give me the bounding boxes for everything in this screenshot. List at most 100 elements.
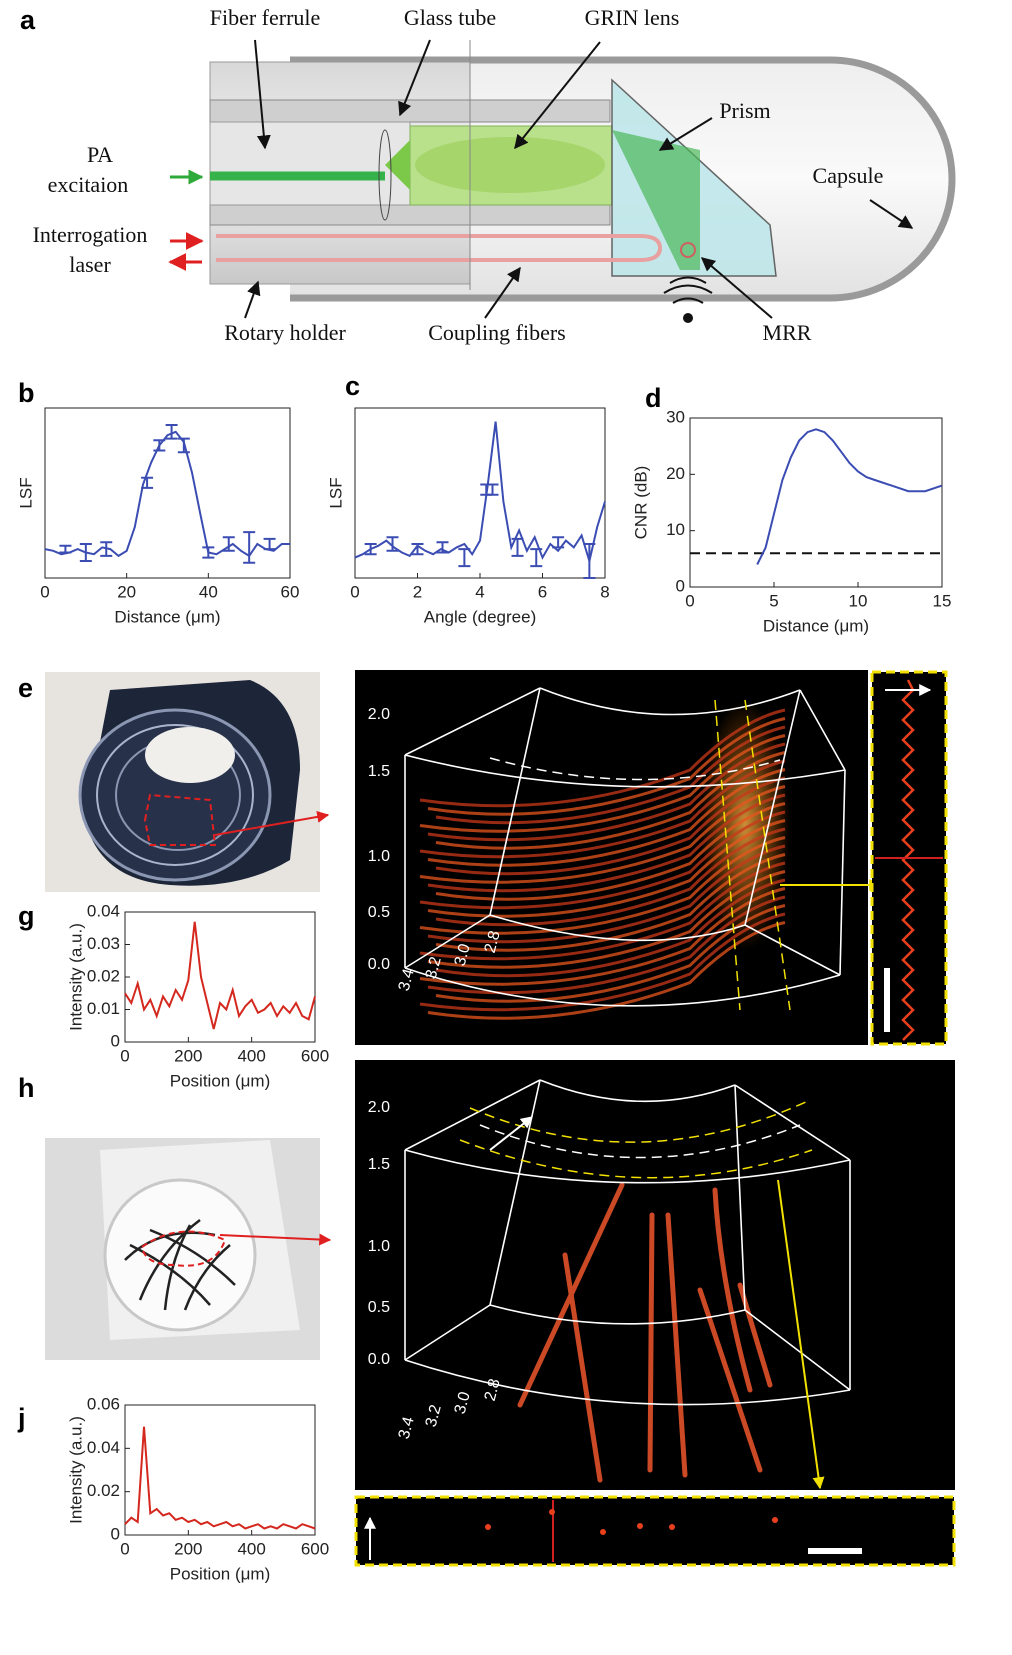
probe-diagram: Fiber ferrule Glass tube GRIN lens Prism… <box>33 5 952 345</box>
y-axis-label: LSF <box>16 477 35 508</box>
x-tick-label: 15 <box>933 591 952 610</box>
plot-frame <box>45 408 290 578</box>
y-tick-label: 0 <box>111 1031 120 1050</box>
glass-tube-wall <box>210 205 610 225</box>
volume-bg <box>355 1060 955 1490</box>
panel-label: i <box>380 1063 388 1093</box>
x-tick-label: 40 <box>199 582 218 601</box>
x-tick-label: 5 <box>769 591 778 610</box>
error-bar <box>458 549 470 566</box>
depth-label: 1.5 <box>368 763 390 780</box>
label: PA <box>87 142 113 167</box>
depth-label: 2.0 <box>368 1099 390 1116</box>
y-tick-label: 0.04 <box>87 901 120 920</box>
y-tick-label: 0 <box>676 576 685 595</box>
error-bar <box>480 485 492 495</box>
panel-label: e <box>18 673 33 703</box>
y-tick-label: 0.02 <box>87 1481 120 1500</box>
error-bar <box>153 440 165 450</box>
photo-e <box>45 672 328 892</box>
tube-end <box>105 1180 255 1330</box>
volume-f <box>355 670 946 1045</box>
y-axis-label: Intensity (a.u.) <box>66 923 85 1031</box>
plot-frame <box>690 418 942 587</box>
error-bar <box>178 439 190 453</box>
plot-frame <box>355 408 605 578</box>
panel-label: g <box>18 901 35 931</box>
label: Coupling fibers <box>428 320 566 345</box>
x-tick-label: 60 <box>281 582 300 601</box>
label: Rotary holder <box>224 320 346 345</box>
plot-frame <box>125 1405 315 1535</box>
y-tick-label: 20 <box>666 464 685 483</box>
x-tick-label: 0 <box>120 1539 129 1558</box>
x-tick-label: 600 <box>301 1539 329 1558</box>
plot-frame <box>125 912 315 1042</box>
depth-label: 1.0 <box>368 848 390 865</box>
panel-label: j <box>17 1403 26 1433</box>
x-tick-label: 4 <box>475 582 484 601</box>
absorber <box>683 313 693 323</box>
x-axis-label: Angle (degree) <box>424 607 536 626</box>
arrow <box>245 282 258 318</box>
photo-h <box>45 1138 330 1360</box>
x-axis-label: Position (μm) <box>170 1564 270 1583</box>
panel-label: c <box>345 371 360 401</box>
y-tick-label: 10 <box>666 520 685 539</box>
y-tick-label: 30 <box>666 407 685 426</box>
x-tick-label: 0 <box>120 1046 129 1065</box>
volume-i <box>355 1060 955 1565</box>
x-tick-label: 20 <box>117 582 136 601</box>
x-tick-label: 8 <box>600 582 609 601</box>
x-tick-label: 600 <box>301 1046 329 1065</box>
panel-label: a <box>20 5 36 35</box>
y-tick-label: 0.06 <box>87 1394 120 1413</box>
label: excitaion <box>48 172 129 197</box>
depth-label: 0.5 <box>368 1299 390 1316</box>
data-line <box>757 429 942 564</box>
error-bar <box>264 539 276 549</box>
data-line <box>45 432 290 556</box>
label: laser <box>69 252 111 277</box>
x-tick-label: 400 <box>237 1539 265 1558</box>
x-tick-label: 400 <box>237 1046 265 1065</box>
y-tick-label: 0.02 <box>87 966 120 985</box>
label: GRIN lens <box>585 5 680 30</box>
x-tick-label: 200 <box>174 1539 202 1558</box>
panel-label: h <box>18 1073 35 1103</box>
data-line <box>125 922 315 1029</box>
y-tick-label: 0.03 <box>87 934 120 953</box>
panel-label: b <box>18 378 35 408</box>
depth-label: 0.0 <box>368 956 390 973</box>
label: Fiber ferrule <box>210 5 321 30</box>
y-axis-label: CNR (dB) <box>631 466 650 540</box>
x-tick-label: 2 <box>413 582 422 601</box>
x-tick-label: 6 <box>538 582 547 601</box>
page: {"panel_labels": ["a", "b", "c", "d", "e… <box>0 0 1012 1655</box>
x-tick-label: 10 <box>849 591 868 610</box>
bscan-strip <box>356 1497 954 1565</box>
x-axis-label: Position (μm) <box>170 1071 270 1090</box>
x-tick-label: 0 <box>685 591 694 610</box>
depth-label: 0.5 <box>368 904 390 921</box>
depth-label: 1.5 <box>368 1156 390 1173</box>
error-bar <box>243 532 255 563</box>
data-line <box>125 1427 315 1529</box>
y-tick-label: 0 <box>111 1524 120 1543</box>
lens-beam <box>415 137 605 193</box>
label: MRR <box>763 320 812 345</box>
x-tick-label: 0 <box>350 582 359 601</box>
label: Prism <box>719 98 770 123</box>
x-axis-label: Distance (μm) <box>114 607 220 626</box>
y-axis-label: Intensity (a.u.) <box>66 1416 85 1524</box>
lumen <box>145 727 235 783</box>
label: Capsule <box>813 163 884 188</box>
label: Glass tube <box>404 5 496 30</box>
y-axis-label: LSF <box>326 477 345 508</box>
y-tick-label: 0.04 <box>87 1438 120 1457</box>
x-axis-label: Distance (μm) <box>763 616 869 635</box>
label: Interrogation <box>33 222 148 247</box>
depth-label: 2.0 <box>368 706 390 723</box>
panel-label: d <box>645 383 662 413</box>
depth-label: 0.0 <box>368 1351 390 1368</box>
